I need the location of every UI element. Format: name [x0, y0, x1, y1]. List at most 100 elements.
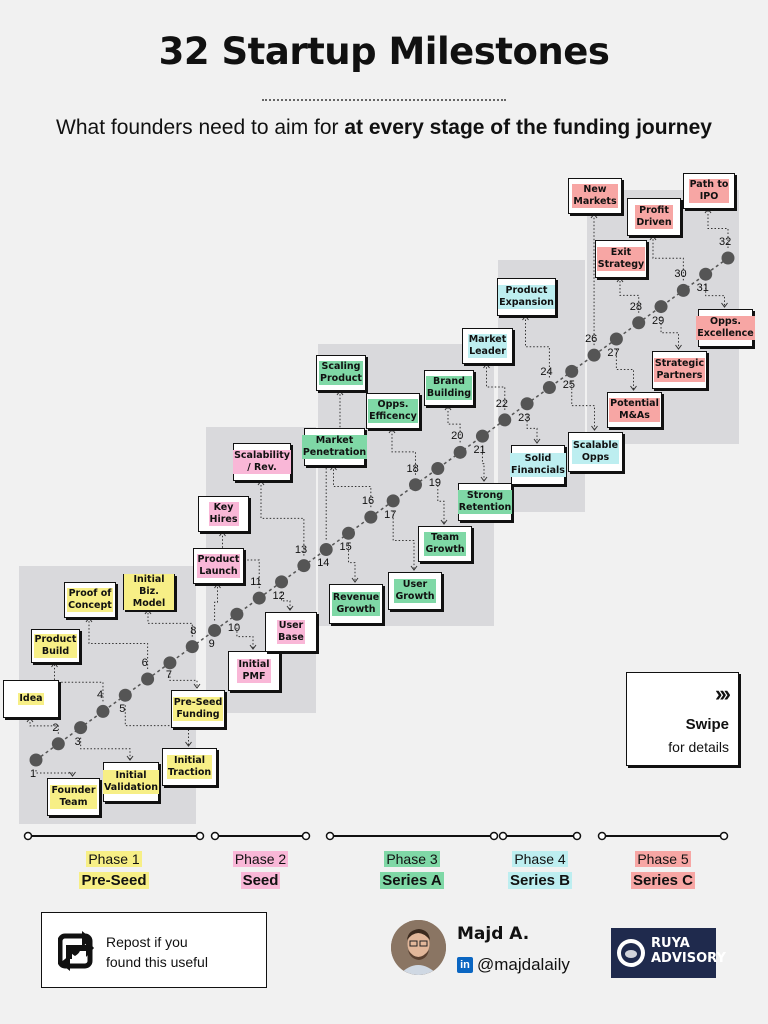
connector-arrow-27 — [630, 385, 637, 391]
milestone-label-20: Brand Building — [425, 376, 473, 400]
connector-19 — [437, 478, 445, 524]
milestone-label-4: Product Build — [33, 634, 78, 658]
milestone-box-18: Opps. Efficency — [366, 393, 420, 429]
connector-arrow-7 — [193, 683, 201, 689]
milestone-box-26: New Markets — [568, 178, 622, 214]
subtitle-bold: at every stage of the funding journey — [344, 116, 712, 139]
connector-7 — [169, 672, 198, 688]
milestone-dot-28 — [632, 316, 646, 330]
connector-12 — [281, 591, 291, 610]
connector-arrow-24 — [522, 315, 529, 321]
milestone-label-24: Product Expansion — [498, 285, 555, 309]
connector-arrow-26 — [590, 213, 598, 219]
milestone-dot-7 — [163, 656, 177, 670]
milestone-dot-24 — [542, 381, 556, 395]
milestone-box-19: Team Growth — [418, 526, 472, 562]
connector-arrow-14 — [336, 390, 344, 396]
connector-3 — [80, 737, 131, 760]
page-subtitle: What founders need to aim for at every s… — [0, 116, 768, 140]
milestone-number-22: 22 — [495, 397, 509, 410]
milestone-label-9: Product Launch — [196, 554, 241, 578]
milestone-label-5: Initial Traction — [166, 755, 213, 779]
repost-icon — [58, 931, 94, 971]
milestone-label-19: Team Growth — [424, 532, 466, 556]
milestone-number-30: 30 — [674, 268, 687, 281]
milestone-dot-6 — [141, 672, 155, 686]
connector-23 — [526, 413, 538, 443]
milestone-number-10: 10 — [227, 622, 241, 635]
connector-arrow-3 — [126, 755, 134, 761]
avatar-portrait — [391, 920, 446, 975]
milestone-box-12: User Base — [265, 612, 317, 652]
milestone-dot-15 — [342, 526, 356, 540]
phase-stage-3: Series A — [380, 872, 444, 889]
milestone-label-28: Exit Strategy — [596, 247, 646, 271]
milestone-dot-10 — [230, 607, 244, 621]
avatar[interactable] — [391, 920, 446, 975]
connector-arrow-2 — [26, 717, 34, 723]
phase-name-4: Phase 4 — [512, 851, 568, 867]
milestone-box-24: Product Expansion — [497, 278, 556, 316]
phase-endpoint-1-2 — [195, 831, 205, 841]
repost-card[interactable]: Repost if you found this useful — [41, 912, 267, 988]
milestone-number-28: 28 — [629, 300, 642, 313]
milestone-box-3: Initial Validation — [102, 762, 160, 802]
milestone-number-11: 11 — [250, 576, 262, 589]
milestone-number-5: 5 — [119, 703, 126, 716]
milestone-dot-3 — [74, 721, 88, 735]
connector-arrow-12 — [286, 605, 294, 611]
phase-endpoint-4-1 — [498, 831, 508, 841]
connector-arrow-32 — [704, 208, 712, 214]
swipe-card[interactable]: ››› Swipe for details — [626, 672, 739, 766]
phase-endpoint-5-1 — [597, 831, 607, 841]
milestone-number-26: 26 — [585, 333, 598, 346]
milestone-label-7: Pre-Seed Funding — [172, 697, 224, 721]
milestone-number-20: 20 — [451, 430, 464, 443]
milestone-box-15: Revenue Growth — [329, 584, 383, 624]
milestone-label-27: Potential M&As — [609, 398, 660, 422]
connector-1 — [35, 770, 73, 776]
connector-21 — [481, 446, 485, 481]
milestone-label-14: Scaling Product — [319, 361, 363, 385]
milestone-box-20: Brand Building — [424, 370, 474, 406]
connector-arrow-6 — [85, 617, 93, 623]
phase-endpoint-3-2 — [489, 831, 499, 841]
milestone-number-31: 31 — [696, 282, 709, 295]
milestone-label-23: Solid Financials — [510, 453, 566, 477]
milestone-label-10: Initial PMF — [237, 659, 271, 683]
milestone-box-32: Path to IPO — [683, 173, 735, 209]
connector-arrow-10 — [249, 644, 257, 650]
milestone-dot-17 — [386, 494, 400, 508]
phase-label-2: Phase 2 Seed — [215, 849, 306, 891]
milestone-label-30: Profit Driven — [635, 205, 673, 229]
milestone-dot-11 — [252, 591, 266, 605]
milestone-box-28: Exit Strategy — [595, 240, 647, 278]
connector-32 — [707, 209, 729, 248]
connectors — [26, 208, 729, 777]
milestone-dot-8 — [185, 640, 199, 654]
phase-label-5: Phase 5 Series C — [602, 849, 724, 891]
milestone-number-32: 32 — [719, 236, 732, 248]
connector-arrow-17 — [410, 565, 418, 571]
milestone-number-15: 15 — [339, 541, 352, 554]
page-title: 32 Startup Milestones — [158, 30, 610, 73]
milestone-box-31: Opps. Excellence — [696, 309, 755, 347]
connector-16 — [333, 466, 372, 508]
milestone-label-26: New Markets — [572, 184, 618, 208]
phase-label-4: Phase 4 Series B — [503, 849, 577, 891]
connector-24 — [525, 316, 550, 378]
milestone-box-29: Strategic Partners — [652, 351, 707, 389]
author-handle[interactable]: in @majdalaily — [457, 955, 570, 975]
company-logo: RUYA ADVISORY — [611, 928, 726, 978]
connector-arrow-15 — [351, 577, 359, 583]
swipe-title: Swipe — [685, 716, 729, 733]
milestone-number-29: 29 — [652, 314, 665, 327]
connector-arrow-18 — [388, 428, 396, 434]
milestone-number-21: 21 — [473, 444, 486, 457]
milestone-dot-13 — [297, 559, 311, 573]
repost-text: Repost if you found this useful — [106, 932, 208, 972]
milestone-box-9: Product Launch — [193, 548, 244, 584]
milestone-label-29: Strategic Partners — [653, 358, 706, 382]
milestone-dot-29 — [654, 300, 668, 314]
milestone-number-12: 12 — [272, 589, 285, 602]
